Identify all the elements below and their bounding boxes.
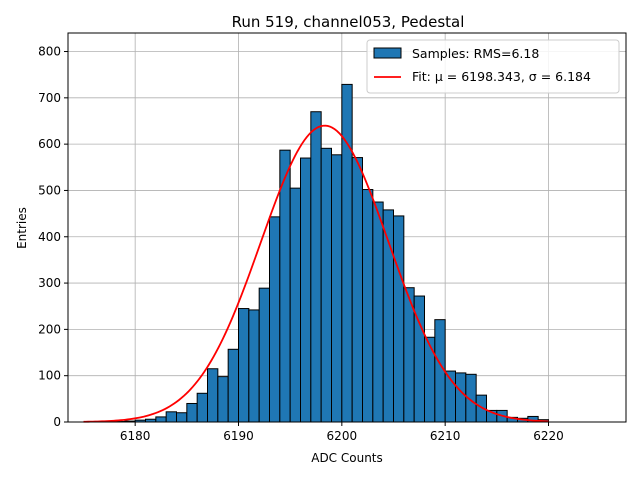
y-tick-label: 0 — [53, 415, 61, 429]
histogram-bar — [289, 187, 301, 423]
histogram-bar — [207, 368, 219, 423]
histogram-bar — [372, 201, 384, 423]
histogram-bar — [300, 157, 312, 423]
y-axis-label: Entries — [15, 207, 29, 249]
fit-curve — [83, 124, 549, 423]
histogram-bar — [155, 416, 167, 423]
histogram-bar — [351, 157, 363, 423]
histogram-bar — [455, 372, 467, 423]
x-tick-label: 6200 — [327, 429, 358, 443]
histogram-bar — [320, 147, 332, 423]
histogram-bar — [248, 309, 260, 423]
histogram-bar — [258, 287, 270, 423]
histogram-bar — [279, 149, 291, 423]
y-tick-label: 400 — [38, 230, 61, 244]
x-axis-label: ADC Counts — [311, 451, 383, 465]
x-tick-label: 6220 — [533, 429, 564, 443]
histogram-bar — [341, 83, 353, 423]
legend: Samples: RMS=6.18 Fit: μ = 6198.343, σ =… — [366, 39, 620, 94]
histogram-bar — [393, 215, 405, 423]
legend-fit-label: Fit: μ = 6198.343, σ = 6.184 — [412, 69, 591, 84]
legend-samples-label: Samples: RMS=6.18 — [412, 46, 539, 61]
chart-title: Run 519, channel053, Pedestal — [232, 13, 465, 31]
histogram-bar — [331, 154, 343, 423]
histogram-bar — [362, 189, 374, 423]
y-tick-label: 600 — [38, 137, 61, 151]
histogram-bar — [176, 412, 188, 423]
legend-box — [366, 39, 620, 94]
x-tick-label: 6190 — [223, 429, 254, 443]
histogram-bar — [196, 392, 209, 423]
y-tick-label: 800 — [38, 45, 61, 59]
gaussian-fit — [83, 124, 549, 423]
y-tick-label: 300 — [38, 276, 61, 290]
histogram-bar — [269, 216, 281, 423]
x-axis-ticks: 6180 6190 6200 6210 6220 — [120, 422, 564, 443]
histogram-bar — [217, 376, 229, 423]
histogram-bar — [165, 411, 178, 423]
histogram-bar — [238, 308, 250, 423]
histogram-bar — [227, 348, 240, 423]
y-axis-ticks: 0 100 200 300 400 500 600 700 800 — [38, 45, 68, 429]
plot-frame — [67, 32, 627, 423]
legend-samples-swatch — [373, 47, 402, 59]
histogram-bar — [310, 111, 322, 423]
y-tick-label: 200 — [38, 322, 61, 336]
y-tick-label: 700 — [38, 91, 61, 105]
histogram-bar — [424, 336, 436, 423]
y-tick-label: 100 — [38, 369, 61, 383]
histogram-bar — [186, 402, 198, 423]
x-tick-label: 6180 — [120, 429, 151, 443]
x-tick-label: 6210 — [430, 429, 461, 443]
y-tick-label: 500 — [38, 183, 61, 197]
